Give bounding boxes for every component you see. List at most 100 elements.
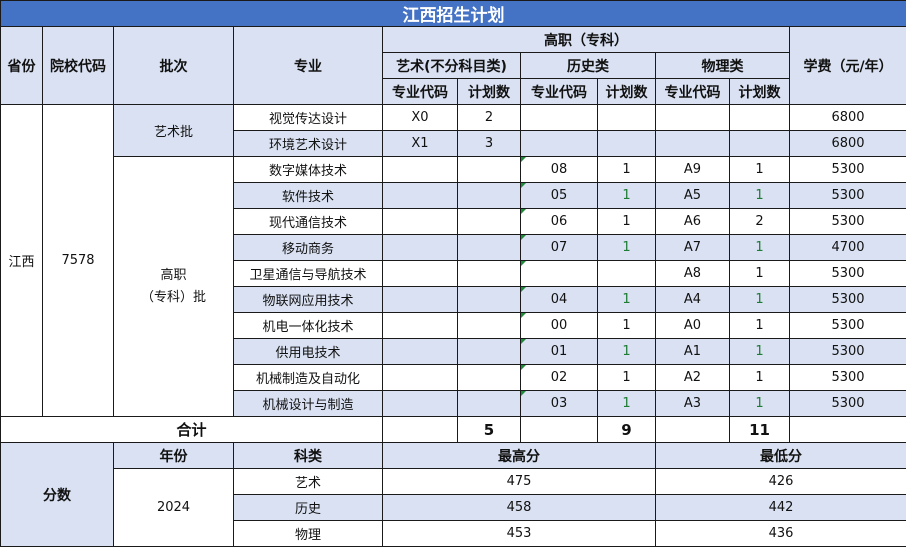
- history-code-cell: 06: [520, 208, 598, 235]
- physics-count-cell: 1: [729, 182, 790, 209]
- physics-code-cell: A3: [655, 390, 730, 417]
- tuition-cell: 5300: [788, 182, 906, 209]
- score-min-header: 最低分: [654, 442, 906, 469]
- table-row: 移动商务 07 1 A7 1 4700: [1, 234, 906, 261]
- history-count-cell: 1: [597, 208, 656, 235]
- school-code-cell: 7578: [42, 104, 114, 417]
- header-art-code: 专业代码: [382, 78, 458, 105]
- major-cell: 移动商务: [233, 234, 383, 261]
- physics-code-cell: A9: [655, 156, 730, 183]
- history-count-cell: [597, 260, 656, 287]
- art-code-cell: [382, 312, 458, 339]
- score-category-cell: 艺术: [233, 468, 383, 495]
- tuition-cell: 5300: [788, 390, 906, 417]
- header-history-count: 计划数: [597, 78, 656, 105]
- table-row: 机械制造及自动化 02 1 A2 1 5300: [1, 364, 906, 391]
- table-row: 物联网应用技术 04 1 A4 1 5300: [1, 286, 906, 313]
- art-count-cell: [457, 260, 521, 287]
- history-count-cell: 1: [597, 182, 656, 209]
- art-code-cell: [382, 208, 458, 235]
- score-label: 分数: [0, 442, 114, 547]
- history-code-cell: 04: [520, 286, 598, 313]
- table-title: 江西招生计划: [0, 0, 906, 27]
- physics-code-cell: A2: [655, 364, 730, 391]
- table-row: 现代通信技术 06 1 A6 2 5300: [1, 208, 906, 235]
- art-count-cell: [457, 156, 521, 183]
- score-header-row: 分数 年份 科类 最高分 最低分: [0, 442, 906, 547]
- physics-count-cell: 1: [729, 390, 790, 417]
- physics-count-cell: 1: [729, 312, 790, 339]
- header-physics-count: 计划数: [729, 78, 790, 105]
- tuition-cell: 6800: [788, 130, 906, 157]
- major-cell: 环境艺术设计: [233, 130, 383, 157]
- total-row: 合计 5 9 11: [0, 416, 906, 443]
- total-physics: 11: [729, 416, 790, 443]
- art-code-cell: X0: [382, 104, 458, 131]
- header-level: 高职（专科）: [382, 26, 790, 53]
- total-art: 5: [457, 416, 521, 443]
- history-count-cell: 1: [597, 364, 656, 391]
- table-row: 机械设计与制造 03 1 A3 1 5300: [1, 390, 906, 417]
- history-count-cell: [597, 130, 656, 157]
- score-row: 物理 453 436: [1, 520, 906, 547]
- history-code-cell: [520, 260, 598, 287]
- score-category-cell: 物理: [233, 520, 383, 547]
- table-row: 江西 7578 艺术批 视觉传达设计 X0 2 6800: [0, 104, 906, 417]
- art-code-cell: [382, 182, 458, 209]
- total-history-empty: [520, 416, 598, 443]
- history-code-cell: 07: [520, 234, 598, 261]
- total-tuition-empty: [788, 416, 906, 443]
- major-cell: 软件技术: [233, 182, 383, 209]
- header-history-code: 专业代码: [520, 78, 598, 105]
- tuition-cell: 5300: [788, 312, 906, 339]
- table-row: 高职 （专科）批 数字媒体技术 08 1 A9 1 5300: [1, 156, 906, 417]
- physics-count-cell: 1: [729, 338, 790, 365]
- physics-code-cell: A5: [655, 182, 730, 209]
- table-row: 软件技术 05 1 A5 1 5300: [1, 182, 906, 209]
- art-count-cell: [457, 286, 521, 313]
- table-row: 供用电技术 01 1 A1 1 5300: [1, 338, 906, 365]
- major-cell: 机械制造及自动化: [233, 364, 383, 391]
- tuition-cell: 5300: [788, 208, 906, 235]
- physics-count-cell: [729, 104, 790, 131]
- score-category-cell: 历史: [233, 494, 383, 521]
- art-code-cell: [382, 286, 458, 313]
- physics-code-cell: A6: [655, 208, 730, 235]
- total-art-empty: [382, 416, 458, 443]
- physics-count-cell: 1: [729, 260, 790, 287]
- score-min-cell: 442: [654, 494, 906, 521]
- history-code-cell: [520, 130, 598, 157]
- art-code-cell: [382, 364, 458, 391]
- history-count-cell: 1: [597, 234, 656, 261]
- history-count-cell: 1: [597, 156, 656, 183]
- header-physics-code: 专业代码: [655, 78, 730, 105]
- score-max-cell: 458: [382, 494, 656, 521]
- header-art: 艺术(不分科目类): [382, 52, 521, 79]
- major-cell: 机电一体化技术: [233, 312, 383, 339]
- history-code-cell: 03: [520, 390, 598, 417]
- history-code-cell: 08: [520, 156, 598, 183]
- history-code-cell: [520, 104, 598, 131]
- score-max-cell: 475: [382, 468, 656, 495]
- score-year-header: 年份: [113, 442, 234, 469]
- art-code-cell: [382, 390, 458, 417]
- art-count-cell: [457, 208, 521, 235]
- header-major: 专业: [233, 26, 383, 105]
- header-province: 省份: [0, 26, 43, 105]
- history-count-cell: 1: [597, 286, 656, 313]
- physics-code-cell: A1: [655, 338, 730, 365]
- major-cell: 供用电技术: [233, 338, 383, 365]
- physics-count-cell: 1: [729, 364, 790, 391]
- history-code-cell: 05: [520, 182, 598, 209]
- art-count-cell: [457, 338, 521, 365]
- physics-count-cell: 1: [729, 156, 790, 183]
- batch-art-cell: 艺术批: [113, 104, 234, 157]
- art-count-cell: 2: [457, 104, 521, 131]
- header-school-code: 院校代码: [42, 26, 114, 105]
- header-physics: 物理类: [655, 52, 790, 79]
- score-year-cell: 2024: [113, 468, 234, 547]
- batch-vocational-cell: 高职 （专科）批: [113, 156, 234, 417]
- physics-code-cell: A8: [655, 260, 730, 287]
- major-cell: 物联网应用技术: [233, 286, 383, 313]
